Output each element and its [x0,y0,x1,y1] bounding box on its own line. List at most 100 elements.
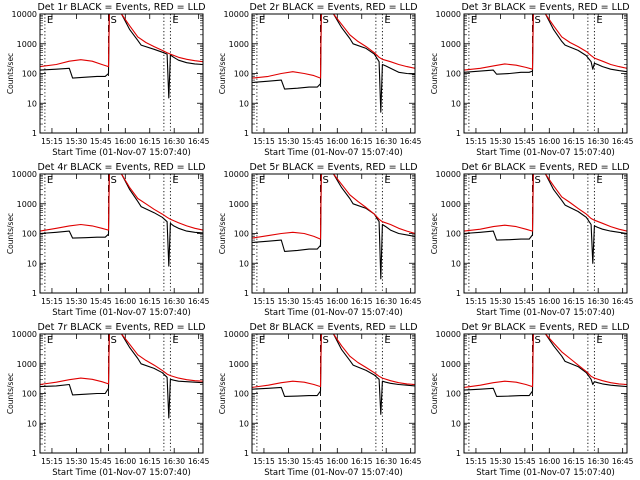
event-marker-label: S [322,15,328,26]
plot-frame [463,173,628,294]
x-tick-label: 16:30 [375,297,397,306]
y-tick-label: 10000 [436,170,461,179]
x-axis-label: Start Time (01-Nov-07 15:07:40) [52,308,191,318]
y-axis-label: Counts/sec [218,213,227,254]
events-series-line [252,334,415,415]
y-tick-label: 100 [234,70,249,79]
plot-frame [251,333,416,454]
event-marker-label: S [110,15,116,26]
event-marker-label: E [384,335,390,346]
event-marker-label: S [534,335,540,346]
y-tick-label: 1000 [441,200,461,209]
x-tick-label: 15:45 [302,457,324,466]
x-tick-label: 16:15 [351,297,373,306]
event-marker-label: E [471,335,477,346]
x-tick-label: 15:15 [253,297,275,306]
x-tick-label: 16:30 [587,457,609,466]
lld-series-line [464,14,627,71]
x-tick-label: 15:30 [490,137,512,146]
y-tick-label: 1000 [229,360,249,369]
x-tick-label: 16:30 [163,297,185,306]
panel-data [40,174,203,267]
x-tick-label: 15:45 [302,297,324,306]
x-tick-label: 16:45 [400,137,422,146]
x-tick-label: 16:45 [188,457,210,466]
event-marker-label: S [534,175,540,186]
x-tick-label: 16:15 [139,137,161,146]
y-tick-label: 10 [27,99,37,108]
event-marker-label: E [47,15,53,26]
x-tick-label: 16:15 [139,457,161,466]
detector-panel-8: Det 8r BLACK = Events, RED = LLD 1 10 100 10… [218,322,422,478]
panel-title: Det 1r BLACK = Events, RED = LLD [37,2,205,13]
x-tick-label: 16:00 [326,137,348,146]
y-tick-label: 1000 [441,360,461,369]
event-marker-label: S [322,175,328,186]
x-tick-label: 16:45 [612,137,634,146]
y-tick-label: 1000 [229,40,249,49]
y-tick-label: 1 [244,129,249,138]
events-series-line [464,334,627,397]
x-tick-label: 15:45 [302,137,324,146]
events-series-line [252,174,415,280]
x-tick-label: 16:45 [188,137,210,146]
y-tick-label: 10 [451,419,461,428]
panel-data [464,174,627,264]
lld-series-line [464,174,627,232]
event-marker-label: E [596,15,602,26]
x-tick-label: 15:45 [514,457,536,466]
y-axis-label: Counts/sec [218,53,227,94]
detector-panel-2: Det 2r BLACK = Events, RED = LLD 1 10 100 10… [218,2,422,158]
y-tick-label: 10000 [12,330,37,339]
detector-panel-5: Det 5r BLACK = Events, RED = LLD 1 10 100 10… [218,162,422,318]
x-axis-label: Start Time (01-Nov-07 15:07:40) [476,148,615,158]
x-tick-label: 16:15 [563,297,585,306]
plot-frame [251,13,416,134]
x-tick-label: 16:15 [351,137,373,146]
panel-title: Det 3r BLACK = Events, RED = LLD [461,2,629,13]
x-tick-label: 16:00 [538,297,560,306]
x-tick-label: 15:30 [66,297,88,306]
events-series-line [40,334,203,419]
y-tick-label: 10 [239,99,249,108]
lld-series-line [40,174,203,232]
panel-data [252,14,415,113]
y-tick-label: 10000 [12,10,37,19]
y-tick-label: 1 [456,289,461,298]
x-tick-label: 16:30 [375,457,397,466]
y-tick-label: 1000 [441,40,461,49]
x-tick-label: 15:45 [90,457,112,466]
y-tick-label: 10000 [436,330,461,339]
y-axis-label: Counts/sec [6,53,15,94]
x-axis-label: Start Time (01-Nov-07 15:07:40) [476,468,615,478]
detector-panel-4: Det 4r BLACK = Events, RED = LLD 1 10 100 10… [6,162,210,318]
event-marker-label: E [172,15,178,26]
plot-frame [463,333,628,454]
event-marker-label: E [47,335,53,346]
x-tick-label: 15:30 [490,297,512,306]
x-tick-label: 15:15 [253,457,275,466]
y-tick-label: 10000 [224,330,249,339]
y-tick-label: 100 [234,230,249,239]
y-tick-label: 1 [32,289,37,298]
x-tick-label: 16:45 [188,297,210,306]
x-tick-label: 15:15 [253,137,275,146]
lld-series-line [252,334,415,388]
event-marker-label: S [110,335,116,346]
events-series-line [464,14,627,75]
y-tick-label: 1 [32,449,37,458]
panel-title: Det 6r BLACK = Events, RED = LLD [461,162,629,173]
detector-panel-6: Det 6r BLACK = Events, RED = LLD 1 10 100 10… [430,162,634,318]
lld-series-line [252,14,415,79]
x-tick-label: 15:15 [465,457,487,466]
y-tick-label: 100 [446,70,461,79]
event-marker-label: E [384,15,390,26]
x-tick-label: 15:45 [514,297,536,306]
x-axis-label: Start Time (01-Nov-07 15:07:40) [52,468,191,478]
lld-series-line [464,334,627,388]
y-tick-label: 10 [239,259,249,268]
y-tick-label: 1000 [17,360,37,369]
x-tick-label: 15:30 [66,457,88,466]
y-tick-label: 10000 [436,10,461,19]
x-tick-label: 16:45 [612,297,634,306]
